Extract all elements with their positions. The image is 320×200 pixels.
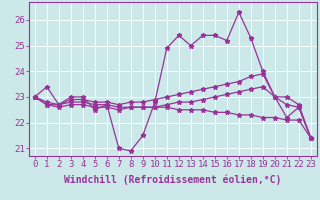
X-axis label: Windchill (Refroidissement éolien,°C): Windchill (Refroidissement éolien,°C) [64, 175, 282, 185]
